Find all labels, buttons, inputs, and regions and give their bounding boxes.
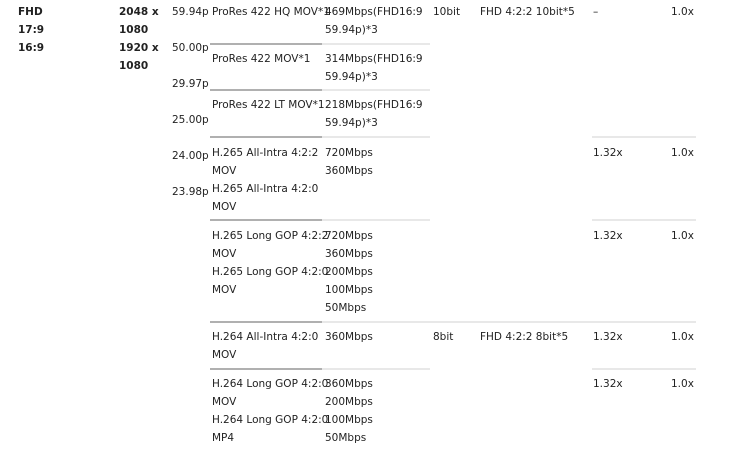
format-fhd: FHD xyxy=(18,6,43,18)
divider xyxy=(210,368,322,370)
bitrate-cell: 314Mbps(FHD16:9 59.94p)*3 xyxy=(325,53,423,83)
codec-cell: ProRes 422 HQ MOV*1 xyxy=(212,6,330,18)
bitrate-cell: 360Mbps 200Mbps 100Mbps 50Mbps xyxy=(325,378,373,444)
resolution-1920: 1920 x xyxy=(119,42,159,54)
frame-rate: 59.94p xyxy=(172,6,209,18)
bitrate-cell: 720Mbps 360Mbps xyxy=(325,147,373,177)
codec-cell: ProRes 422 LT MOV*1 xyxy=(212,99,325,111)
divider xyxy=(322,368,430,370)
frame-rate: 50.00p xyxy=(172,42,209,54)
bitrate-cell: 469Mbps(FHD16:9 59.94p)*3 xyxy=(325,6,423,36)
output-cell: FHD 4:2:2 8bit*5 xyxy=(480,331,569,343)
bit-depth-cell: 10bit xyxy=(433,6,461,18)
codec-cell: H.264 Long GOP 4:2:0 MOV H.264 Long GOP … xyxy=(212,378,329,444)
frame-rate: 24.00p xyxy=(172,150,209,162)
frame-rate: 29.97p xyxy=(172,78,209,90)
ratio-cell: – xyxy=(593,6,599,18)
divider xyxy=(210,219,322,221)
divider xyxy=(592,368,696,370)
bitrate-cell: 720Mbps 360Mbps 200Mbps 100Mbps 50Mbps xyxy=(325,230,373,314)
ratio2-cell: 1.0x xyxy=(671,147,694,159)
bit-depth-cell: 8bit xyxy=(433,331,454,343)
ratio2-cell: 1.0x xyxy=(671,331,694,343)
codec-cell: ProRes 422 MOV*1 xyxy=(212,53,311,65)
divider xyxy=(210,136,322,138)
output-cell: FHD 4:2:2 10bit*5 xyxy=(480,6,575,18)
ratio-cell: 1.32x xyxy=(593,378,623,390)
ratio2-cell: 1.0x xyxy=(671,6,694,18)
codec-cell: H.264 All-Intra 4:2:0 MOV xyxy=(212,331,319,361)
ratio2-cell: 1.0x xyxy=(671,230,694,242)
ratio-cell: 1.32x xyxy=(593,147,623,159)
resolution-1080b: 1080 xyxy=(119,60,149,72)
resolution-1080: 1080 xyxy=(119,24,149,36)
divider xyxy=(322,89,430,91)
divider xyxy=(322,321,696,323)
divider xyxy=(322,219,430,221)
divider xyxy=(592,219,696,221)
divider xyxy=(592,136,696,138)
divider xyxy=(322,136,430,138)
codec-cell: H.265 All-Intra 4:2:2 MOV H.265 All-Intr… xyxy=(212,147,319,213)
ratio-cell: 1.32x xyxy=(593,230,623,242)
divider xyxy=(210,43,322,45)
divider xyxy=(210,89,322,91)
frame-rate: 23.98p xyxy=(172,186,209,198)
divider xyxy=(322,43,430,45)
frame-rate: 25.00p xyxy=(172,114,209,126)
format-17-9: 17:9 xyxy=(18,24,45,36)
divider xyxy=(210,321,322,323)
ratio2-cell: 1.0x xyxy=(671,378,694,390)
bitrate-cell: 360Mbps xyxy=(325,331,373,343)
resolution-2048: 2048 x xyxy=(119,6,159,18)
codec-cell: H.265 Long GOP 4:2:2 MOV H.265 Long GOP … xyxy=(212,230,329,296)
bitrate-cell: 218Mbps(FHD16:9 59.94p)*3 xyxy=(325,99,423,129)
ratio-cell: 1.32x xyxy=(593,331,623,343)
format-16-9: 16:9 xyxy=(18,42,45,54)
